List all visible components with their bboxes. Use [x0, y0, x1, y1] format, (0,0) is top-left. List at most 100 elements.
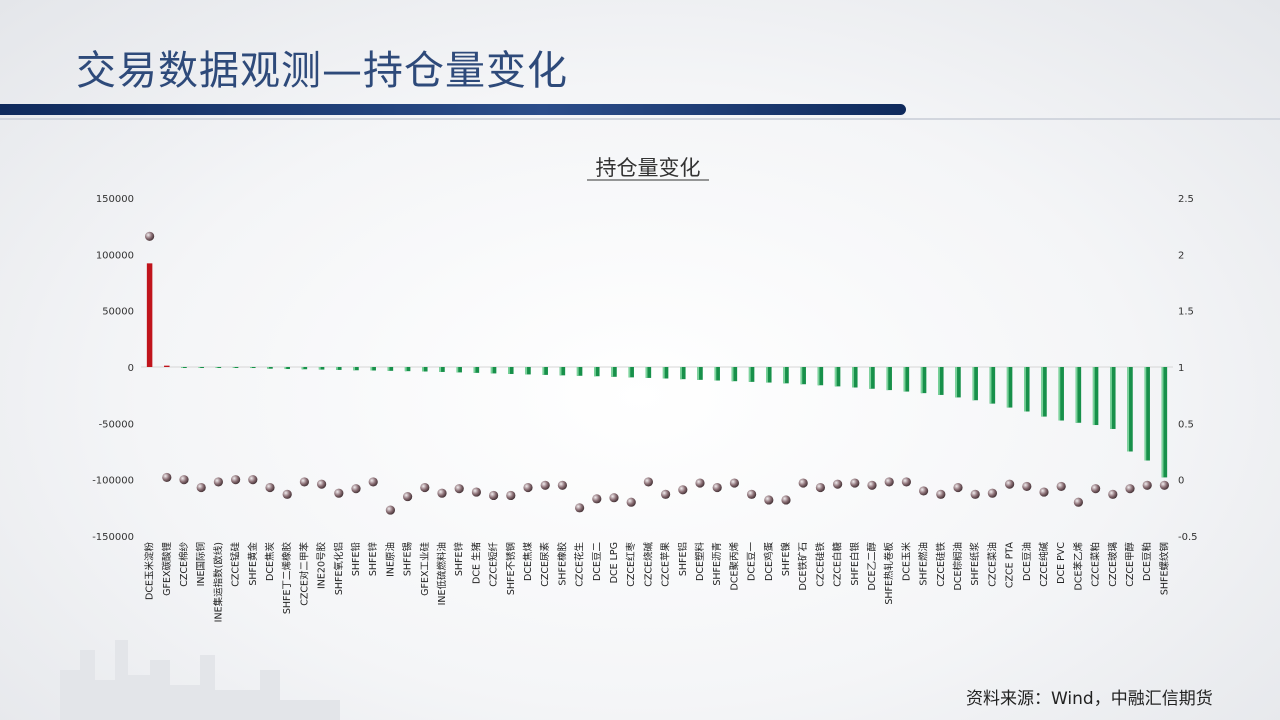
- ratio-point: [196, 482, 206, 493]
- bar-highlight: [1006, 367, 1009, 408]
- ratio-point: [489, 490, 499, 501]
- ratio-point: [953, 482, 963, 493]
- category-label: DCE LPG: [609, 542, 620, 583]
- bar: [318, 367, 325, 370]
- bar: [645, 367, 652, 378]
- ratio-point: [317, 479, 327, 489]
- category-label: INE集运指数(欧线): [212, 542, 224, 622]
- y-tick-label: 150000: [96, 194, 134, 205]
- bar: [267, 367, 273, 369]
- category-label: SHFE锌: [367, 542, 379, 577]
- bar-highlight: [301, 367, 304, 370]
- ratio-point: [179, 475, 189, 485]
- ratio-point: [1056, 481, 1066, 492]
- bar-highlight: [852, 367, 854, 388]
- bar: [559, 367, 566, 376]
- bar-highlight: [920, 367, 923, 394]
- bar-highlight: [490, 367, 493, 374]
- category-label: DCE塑料: [694, 542, 706, 581]
- bar: [422, 367, 428, 372]
- ratio-point: [1108, 489, 1118, 499]
- bar: [146, 263, 153, 367]
- ratio-point: [1022, 481, 1032, 492]
- ratio-point: [901, 477, 912, 487]
- bar: [1127, 367, 1133, 452]
- y2-tick-label: 2: [1178, 250, 1184, 261]
- bar: [336, 367, 342, 370]
- y2-tick-label: 1.5: [1178, 307, 1194, 318]
- bar: [731, 367, 738, 382]
- bar-highlight: [611, 367, 614, 377]
- ratio-point: [747, 489, 757, 499]
- ratio-point: [643, 477, 654, 487]
- bar-highlight: [576, 367, 579, 376]
- ratio-point: [385, 505, 395, 515]
- y-axis-right: 2.5 2 1.5 1 0.5 0 -0.5: [1178, 194, 1198, 543]
- category-label: SHFE氧化铝: [333, 542, 345, 595]
- y-tick-label: 0: [128, 363, 134, 374]
- ratio-point: [609, 493, 619, 503]
- bar: [972, 367, 978, 401]
- bar-highlight: [1144, 367, 1147, 461]
- ratio-point: [248, 475, 258, 485]
- bar-highlight: [215, 367, 218, 368]
- ratio-point: [351, 484, 361, 494]
- category-label: CZCE白糖: [832, 542, 844, 587]
- bar: [473, 367, 480, 373]
- bar: [800, 367, 806, 385]
- bar-highlight: [370, 367, 373, 371]
- category-label: CZCE对二甲苯: [298, 542, 310, 606]
- category-label: CZCE花生: [574, 542, 586, 587]
- y2-tick-label: -0.5: [1178, 532, 1198, 543]
- ratio-point: [1091, 484, 1101, 494]
- category-label: SHFE螺纹钢: [1158, 542, 1170, 595]
- bar-highlight: [1127, 367, 1130, 452]
- bar-highlight: [284, 367, 287, 370]
- bar-highlight: [714, 367, 717, 381]
- ratio-point: [540, 480, 550, 490]
- bar-highlight: [1024, 367, 1026, 412]
- category-label: DCE PVC: [1056, 542, 1067, 584]
- bar-highlight: [680, 367, 682, 380]
- bar: [301, 367, 308, 370]
- bar: [525, 367, 531, 375]
- bar: [508, 367, 514, 374]
- bar: [284, 367, 290, 370]
- bar-highlight: [336, 367, 338, 370]
- bar-highlight: [628, 367, 631, 378]
- bar-highlight: [439, 367, 442, 372]
- category-label: SHFE铅: [350, 542, 362, 577]
- category-label: SHFE沥青: [711, 542, 723, 586]
- category-label: DCE聚丙烯: [728, 542, 740, 591]
- bar: [198, 367, 204, 368]
- y2-tick-label: 0: [1178, 476, 1184, 487]
- bar: [1161, 367, 1168, 478]
- category-label: CZCE菜油: [986, 542, 998, 587]
- category-label: SHFE铝: [677, 542, 689, 576]
- y2-tick-label: 2.5: [1178, 194, 1194, 205]
- bar-highlight: [473, 367, 476, 373]
- bar: [542, 367, 548, 375]
- category-label: SHFE镍: [780, 542, 792, 577]
- ratio-point: [162, 472, 172, 483]
- ratio-point: [1073, 497, 1083, 507]
- category-label: CZCE苹果: [660, 542, 672, 587]
- category-label: INE20号胶: [316, 542, 328, 589]
- bar-highlight: [662, 367, 665, 379]
- bar-highlight: [903, 367, 906, 392]
- bar: [456, 367, 462, 373]
- bar: [404, 367, 411, 372]
- ratio-point: [712, 482, 722, 493]
- bar-highlight: [1058, 367, 1061, 421]
- bar-highlight: [318, 367, 321, 370]
- category-label: CZCE红枣: [625, 542, 637, 587]
- bar: [886, 367, 892, 391]
- category-label: DCE苯乙烯: [1072, 542, 1084, 591]
- bar-highlight: [972, 367, 975, 401]
- category-label: CZCE玻璃: [1107, 542, 1119, 587]
- category-label: CZCE甲醇: [1124, 542, 1136, 587]
- category-label: SHFE黄金: [247, 542, 259, 586]
- ratio-point: [987, 488, 998, 498]
- bar: [594, 367, 600, 377]
